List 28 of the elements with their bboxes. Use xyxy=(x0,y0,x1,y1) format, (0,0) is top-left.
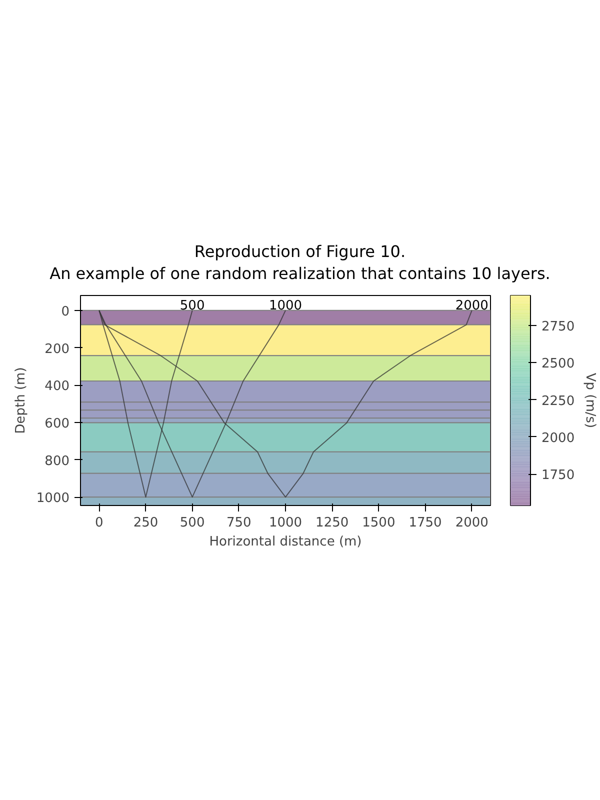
y-axis-title: Depth (m) xyxy=(13,367,28,434)
color-bar-label: 1750 xyxy=(542,468,575,484)
chart-subtitle: An example of one random realization that contains 10 layers. xyxy=(50,264,550,283)
y-tick-label: 0 xyxy=(61,304,70,320)
x-tick-label: 750 xyxy=(226,516,252,530)
chart-title: Reproduction of Figure 10. xyxy=(194,242,406,261)
x-tick-label: 0 xyxy=(95,516,104,530)
x-tick-label: 1500 xyxy=(362,516,396,530)
color-bar-label: 2000 xyxy=(542,430,575,446)
y-tick-label: 800 xyxy=(44,454,70,469)
x-tick-label: 1250 xyxy=(316,516,349,530)
y-tick-label: 600 xyxy=(44,416,70,432)
y-tick-label: 400 xyxy=(44,379,70,394)
x-tick-label: 1750 xyxy=(408,516,442,530)
color-bar-label: 2750 xyxy=(542,319,575,334)
x-axis-title: Horizontal distance (m) xyxy=(209,534,362,550)
x-tick-label: 1000 xyxy=(268,516,302,530)
x-tick-label: 250 xyxy=(133,516,158,530)
annotation: 2000 xyxy=(455,298,488,314)
x-tick-label: 500 xyxy=(180,516,205,530)
color-bar-label: 2250 xyxy=(542,394,575,409)
y-tick-label: 1000 xyxy=(36,491,70,506)
color-bar-label: 2500 xyxy=(542,356,575,372)
annotation: 500 xyxy=(180,298,205,314)
y-tick-label: 200 xyxy=(44,342,70,357)
annotation: 1000 xyxy=(268,298,302,314)
x-tick-label: 2000 xyxy=(455,516,488,530)
color-bar-title: Vp (m/s) xyxy=(582,372,598,428)
